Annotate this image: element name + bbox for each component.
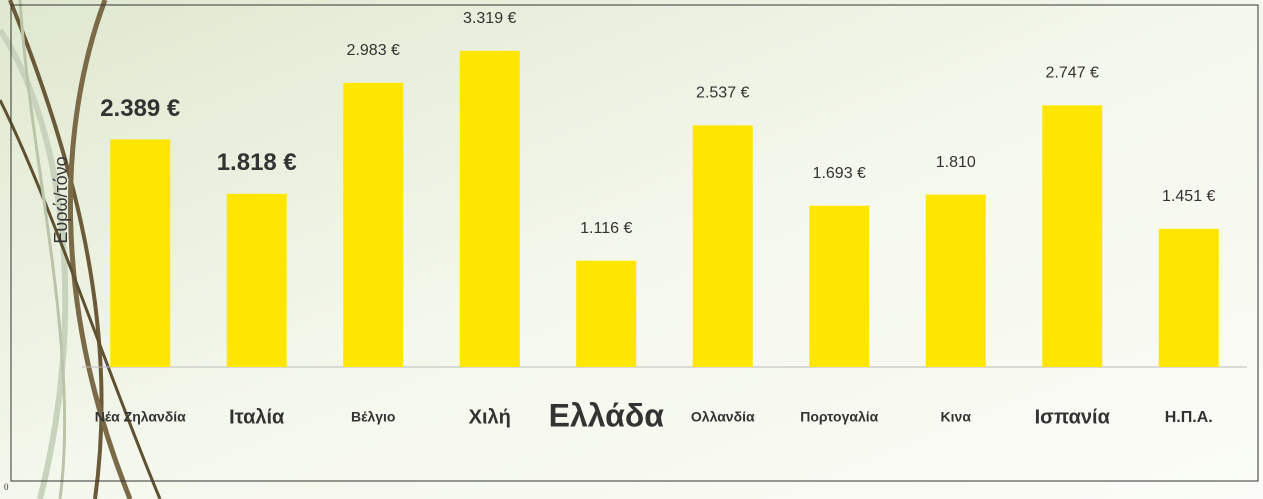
x-tick-label: Χιλή — [469, 406, 511, 428]
bar — [576, 261, 636, 367]
bar — [110, 139, 170, 367]
value-label: 1.693 € — [813, 165, 866, 182]
value-label: 2.537 € — [696, 85, 749, 102]
value-label: 1.810 — [936, 154, 976, 171]
bar — [343, 83, 403, 367]
x-tick-label: Ολλανδία — [691, 409, 755, 425]
corner-label: 0 — [4, 482, 9, 492]
x-tick-label: Κινα — [941, 409, 972, 425]
bar — [693, 125, 753, 367]
bar — [460, 51, 520, 367]
x-tick-label: Βέλγιο — [351, 409, 395, 425]
x-tick-label: Ιταλία — [229, 406, 285, 428]
value-label: 1.451 € — [1162, 188, 1215, 205]
value-label: 2.983 € — [347, 42, 400, 59]
bar — [1159, 229, 1219, 367]
value-label: 3.319 € — [463, 10, 516, 27]
y-axis-label: Ευρώ/τόνο — [51, 156, 71, 243]
value-label: 2.389 € — [100, 95, 180, 122]
bar — [809, 206, 869, 367]
value-label: 1.116 € — [580, 220, 632, 237]
x-tick-label: Ισπανία — [1035, 406, 1111, 428]
bar — [1042, 105, 1102, 367]
bar — [926, 195, 986, 367]
page: Ευρώ/τόνο 0 2.389 € Νέα Ζηλανδία 1.818 € Ιτ… — [0, 0, 1263, 499]
chart: Ευρώ/τόνο 0 2.389 € Νέα Ζηλανδία 1.818 € Ιτ… — [0, 0, 1263, 499]
x-tick-label: Νέα Ζηλανδία — [95, 409, 186, 425]
value-label: 2.747 € — [1046, 65, 1099, 82]
x-tick-label: Πορτογαλία — [800, 409, 878, 425]
x-tick-label: Η.Π.Α. — [1165, 409, 1213, 426]
value-label: 1.818 € — [217, 149, 297, 176]
bar — [227, 194, 287, 367]
x-tick-label: Ελλάδα — [549, 397, 665, 433]
